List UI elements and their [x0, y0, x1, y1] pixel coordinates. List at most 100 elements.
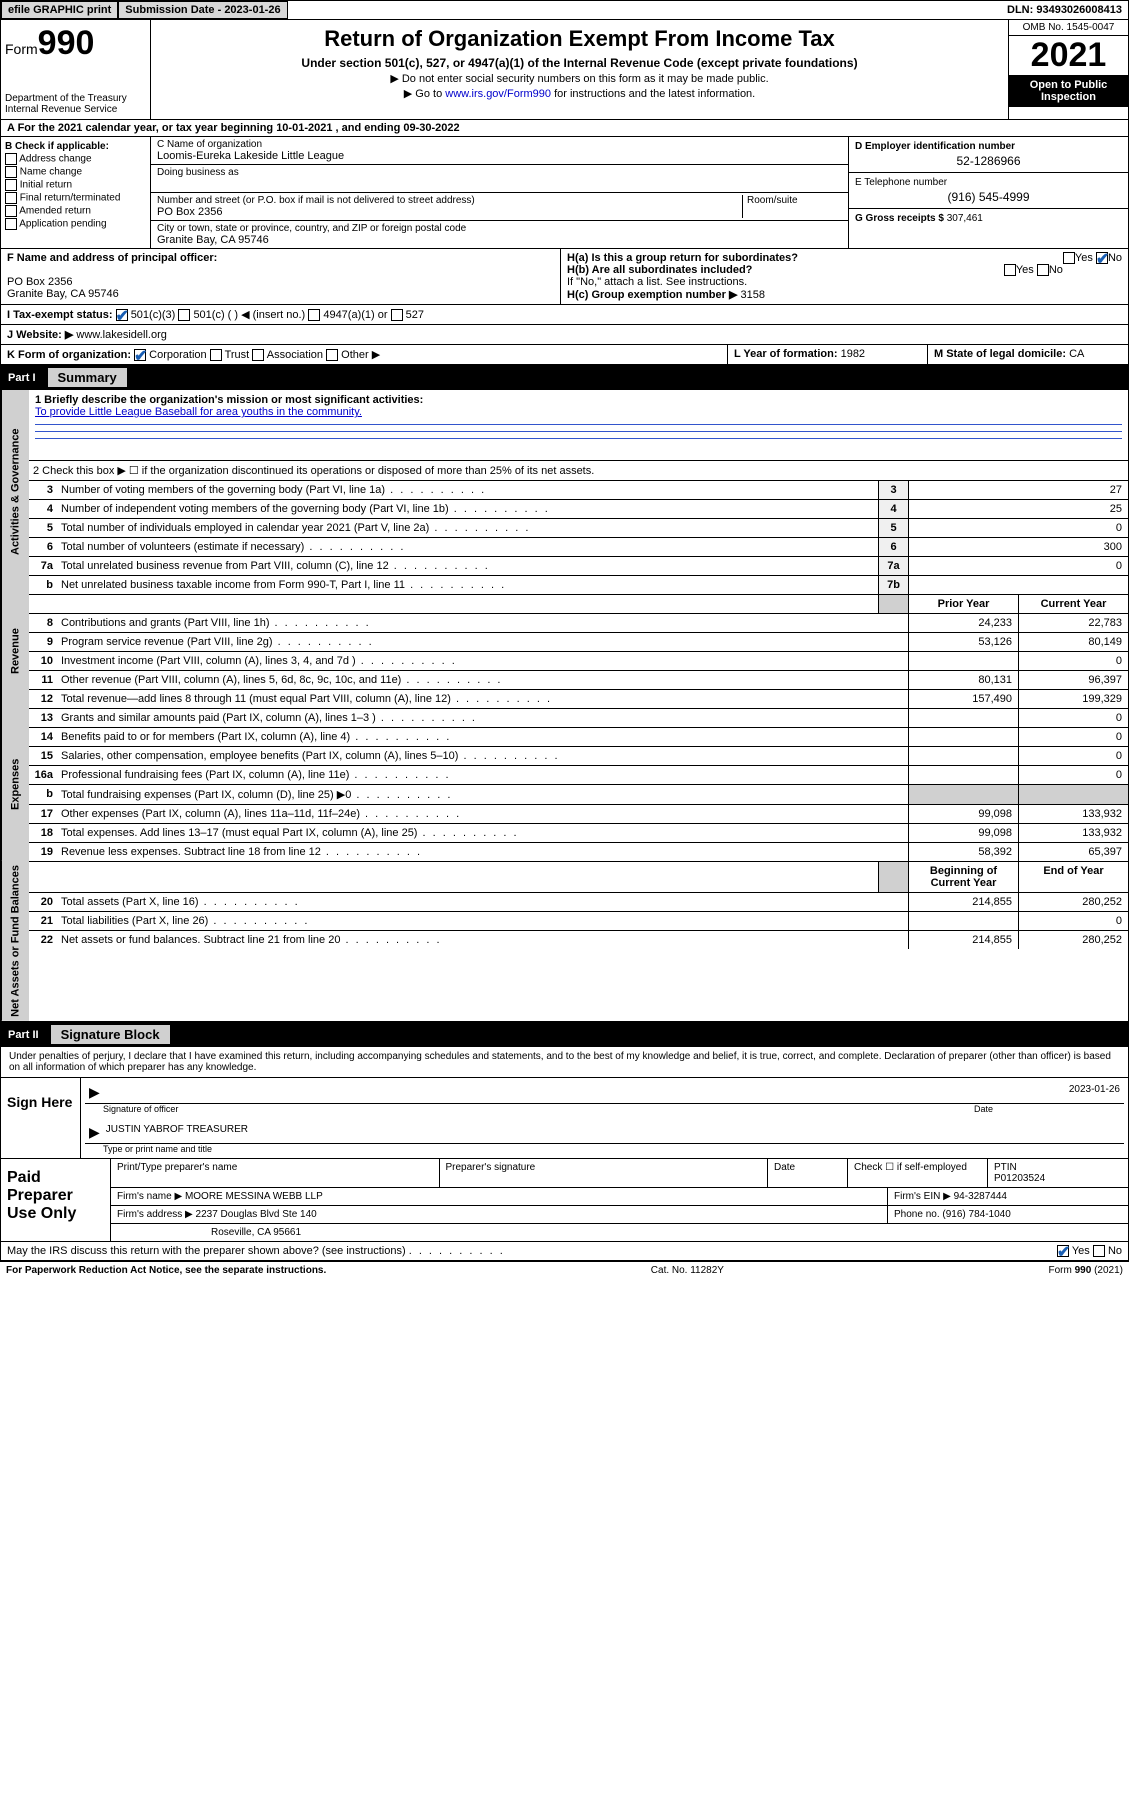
check-initial-return[interactable] — [5, 179, 17, 191]
check-address-change[interactable] — [5, 153, 17, 165]
discuss-no-check[interactable] — [1093, 1245, 1105, 1257]
check-other[interactable] — [326, 349, 338, 361]
line-text: Total revenue—add lines 8 through 11 (mu… — [57, 690, 908, 708]
opt-527: 527 — [406, 309, 424, 321]
current-year-value: 22,783 — [1018, 614, 1128, 632]
col-rn-blank2 — [878, 862, 908, 892]
check-corp[interactable] — [134, 349, 146, 361]
ha-yes-check[interactable] — [1063, 252, 1075, 264]
current-year-value: 0 — [1018, 728, 1128, 746]
col-t-blank2 — [57, 862, 878, 892]
check-assoc[interactable] — [252, 349, 264, 361]
line-ref: 5 — [878, 519, 908, 537]
check-501c[interactable] — [178, 309, 190, 321]
footer-left: For Paperwork Reduction Act Notice, see … — [6, 1265, 326, 1276]
line-text: Salaries, other compensation, employee b… — [57, 747, 908, 765]
line1-label: 1 Briefly describe the organization's mi… — [35, 394, 423, 406]
line-value: 300 — [908, 538, 1128, 556]
line-ref: 4 — [878, 500, 908, 518]
org-name-label: C Name of organization — [157, 139, 842, 150]
city-label: City or town, state or province, country… — [157, 223, 842, 234]
efile-print-button[interactable]: efile GRAPHIC print — [1, 1, 118, 19]
prior-year-value — [908, 912, 1018, 930]
box-f: F Name and address of principal officer:… — [1, 249, 561, 304]
form-number: 990 — [38, 24, 95, 62]
check-amended[interactable] — [5, 205, 17, 217]
current-year-value: 65,397 — [1018, 843, 1128, 861]
box-m-label: M State of legal domicile: — [934, 348, 1066, 360]
line-text: Number of independent voting members of … — [57, 500, 878, 518]
check-final-return[interactable] — [5, 192, 17, 204]
sig-name-title-label: Type or print name and title — [85, 1144, 1124, 1154]
current-year-value: 0 — [1018, 912, 1128, 930]
check-trust[interactable] — [210, 349, 222, 361]
line-text: Total liabilities (Part X, line 26) — [57, 912, 908, 930]
label-address-change: Address change — [19, 154, 91, 165]
part-1-header: Part I Summary — [0, 365, 1129, 390]
line-text: Total number of individuals employed in … — [57, 519, 878, 537]
opt-assoc: Association — [267, 349, 323, 361]
city-value: Granite Bay, CA 95746 — [157, 234, 842, 246]
line-number: 18 — [29, 824, 57, 842]
line-value: 25 — [908, 500, 1128, 518]
part-2-label: Part II — [8, 1029, 39, 1041]
irs-link[interactable]: www.irs.gov/Form990 — [445, 88, 551, 100]
box-l: L Year of formation: 1982 — [728, 345, 928, 364]
check-4947[interactable] — [308, 309, 320, 321]
tax-year: 2021 — [1009, 36, 1128, 75]
discuss-question: May the IRS discuss this return with the… — [7, 1245, 406, 1257]
box-f-line2: Granite Bay, CA 95746 — [7, 288, 119, 300]
check-name-change[interactable] — [5, 166, 17, 178]
hb-yes-check[interactable] — [1004, 264, 1016, 276]
vtab-expenses: Expenses — [1, 708, 29, 861]
row-j: J Website: ▶ www.lakesidell.org — [0, 325, 1129, 345]
prior-year-value: 99,098 — [908, 805, 1018, 823]
prior-year-value: 24,233 — [908, 614, 1018, 632]
row-fh: F Name and address of principal officer:… — [0, 249, 1129, 305]
box-f-label: F Name and address of principal officer: — [7, 252, 217, 264]
current-year-value: 96,397 — [1018, 671, 1128, 689]
ha-no-check[interactable] — [1096, 252, 1108, 264]
line-value: 0 — [908, 519, 1128, 537]
preparer-left-label: Paid Preparer Use Only — [1, 1159, 111, 1241]
current-year-value: 0 — [1018, 766, 1128, 784]
discuss-yes-check[interactable] — [1057, 1245, 1069, 1257]
signature-intro: Under penalties of perjury, I declare th… — [1, 1047, 1128, 1077]
ha-no-label: No — [1108, 252, 1122, 264]
check-501c3[interactable] — [116, 309, 128, 321]
current-year-value: 133,932 — [1018, 805, 1128, 823]
phone-label: E Telephone number — [855, 177, 947, 188]
col-eoy: End of Year — [1018, 862, 1128, 892]
line2-text: 2 Check this box ▶ ☐ if the organization… — [29, 461, 1128, 480]
line-text: Revenue less expenses. Subtract line 18 … — [57, 843, 908, 861]
check-527[interactable] — [391, 309, 403, 321]
prior-year-value: 99,098 — [908, 824, 1018, 842]
sig-arrow-icon: ▶ — [89, 1084, 100, 1101]
discuss-yes-label: Yes — [1072, 1245, 1090, 1257]
sig-officer-label: Signature of officer — [85, 1104, 974, 1114]
hb-no-check[interactable] — [1037, 264, 1049, 276]
part-2-title: Signature Block — [51, 1025, 170, 1044]
box-b: B Check if applicable: Address change Na… — [1, 137, 151, 248]
form-prefix: Form — [5, 41, 38, 57]
check-app-pending[interactable] — [5, 218, 17, 230]
line-number: 17 — [29, 805, 57, 823]
prior-year-value: 157,490 — [908, 690, 1018, 708]
street-label: Number and street (or P.O. box if mail i… — [157, 195, 742, 206]
line-number: 4 — [29, 500, 57, 518]
prior-year-value — [908, 709, 1018, 727]
opt-trust: Trust — [225, 349, 250, 361]
prior-year-value: 214,855 — [908, 931, 1018, 949]
street-value: PO Box 2356 — [157, 206, 742, 218]
line-number: 19 — [29, 843, 57, 861]
prior-year-value: 58,392 — [908, 843, 1018, 861]
current-year-value: 0 — [1018, 652, 1128, 670]
form-header: Form990 Department of the Treasury Inter… — [0, 20, 1129, 120]
firm-name-label: Firm's name ▶ — [117, 1191, 182, 1202]
line-number: 6 — [29, 538, 57, 556]
summary-table: Activities & Governance 1 Briefly descri… — [0, 390, 1129, 1022]
line-number: 20 — [29, 893, 57, 911]
page-footer: For Paperwork Reduction Act Notice, see … — [0, 1261, 1129, 1279]
line-ref: 7b — [878, 576, 908, 594]
current-year-value: 199,329 — [1018, 690, 1128, 708]
